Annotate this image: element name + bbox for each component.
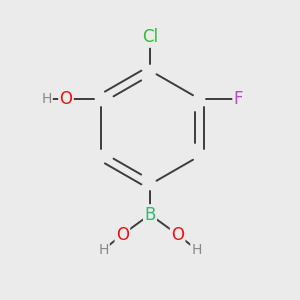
Text: O: O: [171, 226, 184, 244]
Text: O: O: [59, 90, 73, 108]
Text: B: B: [144, 206, 156, 224]
Text: H: H: [98, 243, 109, 256]
Text: F: F: [234, 90, 243, 108]
Text: O: O: [116, 226, 129, 244]
Text: H: H: [191, 243, 202, 256]
Text: Cl: Cl: [142, 28, 158, 46]
Text: H: H: [41, 92, 52, 106]
